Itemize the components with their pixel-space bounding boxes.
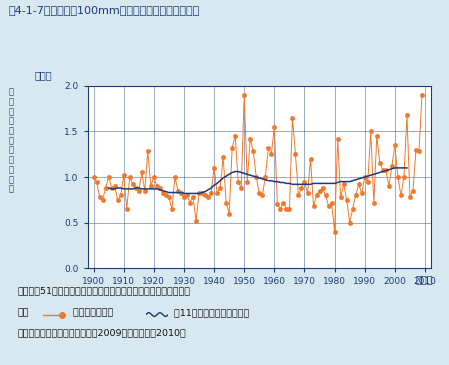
Text: 围4-1-7　日降水量100mm以上の年間日数の経年変化: 围4-1-7 日降水量100mm以上の年間日数の経年変化	[9, 5, 200, 15]
Text: 注：国円51地点の出現日数から求めた１地点あたりの年間日数。: 注：国円51地点の出現日数から求めた１地点あたりの年間日数。	[18, 287, 191, 296]
Text: は11年移動平均値を示す。: は11年移動平均値を示す。	[171, 308, 249, 318]
Text: 出典：「気候変動監視レポート2009」（気象庁、2010）: 出典：「気候変動監視レポート2009」（気象庁、2010）	[18, 328, 187, 338]
Text: （日）: （日）	[34, 70, 52, 80]
Text: １
地
点
あ
た
り
の
年
間
日
数: １ 地 点 あ た り の 年 間 日 数	[9, 88, 14, 193]
Text: （年）: （年）	[416, 274, 433, 284]
Text: は年々の値を、: は年々の値を、	[70, 308, 113, 318]
